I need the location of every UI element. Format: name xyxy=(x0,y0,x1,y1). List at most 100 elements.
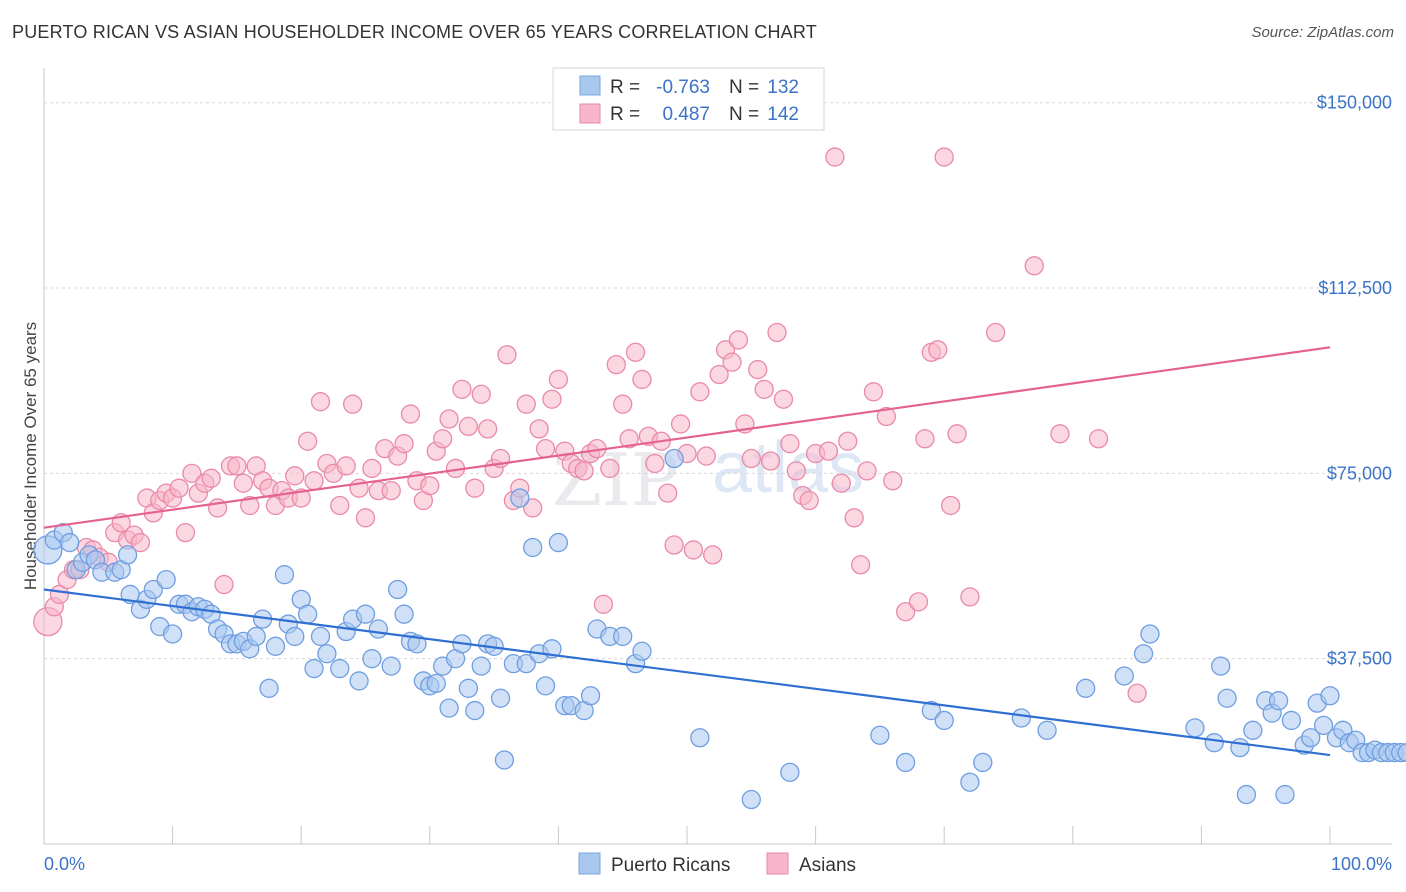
puerto-rican-point xyxy=(465,700,485,721)
asian-point xyxy=(535,438,556,459)
puerto-rican-point xyxy=(870,725,890,745)
asian-point xyxy=(664,535,684,555)
asian-point xyxy=(130,532,151,553)
asian-point xyxy=(754,379,774,399)
x-tick-label-min: 0.0% xyxy=(44,854,85,874)
puerto-rican-point xyxy=(355,604,376,624)
asian-point xyxy=(825,147,845,167)
puerto-rican-point xyxy=(274,565,295,585)
puerto-rican-point xyxy=(381,656,401,676)
asian-point xyxy=(606,354,626,375)
asian-point xyxy=(625,342,646,362)
puerto-rican-point xyxy=(310,626,331,647)
asian-point xyxy=(240,495,260,516)
asian-point xyxy=(439,409,459,429)
puerto-rican-point xyxy=(1133,644,1154,664)
asian-point xyxy=(1127,683,1147,703)
asian-point xyxy=(683,540,704,560)
puerto-rican-point xyxy=(1037,720,1057,740)
asian-point xyxy=(895,602,916,622)
puerto-rican-points xyxy=(33,448,1406,810)
asian-point xyxy=(947,424,967,444)
puerto-rican-point xyxy=(494,750,515,770)
series-legend-swatch-blue xyxy=(578,852,601,875)
puerto-rican-point xyxy=(349,671,369,691)
puerto-rican-point xyxy=(973,752,993,773)
asian-point xyxy=(381,481,401,501)
puerto-rican-point xyxy=(117,545,138,565)
asian-point xyxy=(786,461,806,481)
puerto-rican-point xyxy=(490,688,511,708)
puerto-rican-point xyxy=(1011,708,1032,728)
puerto-rican-point xyxy=(407,634,427,654)
puerto-rican-point xyxy=(265,636,286,656)
asian-point xyxy=(670,414,691,434)
puerto-rican-point xyxy=(1320,686,1340,706)
legend-r-value-1: -0.763 xyxy=(656,77,710,98)
asian-point xyxy=(214,574,234,595)
puerto-rican-point xyxy=(458,678,479,698)
x-ticks xyxy=(43,826,1331,844)
legend-swatch-blue xyxy=(579,75,601,96)
asian-point xyxy=(703,545,723,565)
y-tick-label: $112,500 xyxy=(1318,278,1392,298)
y-axis-title: Householder Income Over 65 years xyxy=(21,322,40,590)
puerto-rican-point xyxy=(516,653,536,674)
asian-point xyxy=(516,394,536,414)
puerto-rican-point xyxy=(960,772,980,792)
puerto-rican-point xyxy=(1230,737,1250,758)
puerto-rican-point xyxy=(1313,715,1334,736)
asian-point xyxy=(1088,429,1109,449)
puerto-rican-point xyxy=(741,789,761,810)
asian-point xyxy=(838,431,858,451)
asian-point xyxy=(1024,256,1044,276)
puerto-rican-point xyxy=(304,658,324,679)
asian-point xyxy=(780,434,800,454)
asian-point xyxy=(876,406,896,427)
puerto-rican-trend-line xyxy=(43,588,1331,757)
puerto-rican-point xyxy=(1397,742,1406,763)
asian-point xyxy=(863,382,884,402)
legend-n-label-1: N = xyxy=(729,77,759,98)
puerto-rican-point xyxy=(1076,678,1096,698)
asian-point xyxy=(362,458,382,479)
puerto-rican-point xyxy=(535,676,556,696)
asian-point xyxy=(940,495,961,516)
asian-point xyxy=(304,471,324,491)
asian-point xyxy=(523,498,543,518)
legend-n-value-2: 142 xyxy=(767,104,799,125)
y-tick-labels: $37,500 $75,000 $112,500 $150,000 xyxy=(1317,93,1392,669)
puerto-rican-point xyxy=(1204,733,1224,753)
asian-point xyxy=(696,446,716,466)
asian-point xyxy=(844,508,864,528)
asian-point xyxy=(728,330,749,350)
asian-point xyxy=(336,456,356,476)
puerto-rican-point xyxy=(1275,784,1295,805)
puerto-rican-point xyxy=(60,532,80,553)
asian-point xyxy=(201,468,221,488)
asian-point xyxy=(690,382,710,402)
chart-title: PUERTO RICAN VS ASIAN HOUSEHOLDER INCOME… xyxy=(12,22,817,42)
puerto-rican-point xyxy=(664,448,684,469)
asian-point xyxy=(709,364,729,385)
asian-point xyxy=(297,431,318,451)
asian-point xyxy=(452,379,472,399)
legend-r-label-1: R = xyxy=(610,77,640,98)
asian-point xyxy=(915,429,935,449)
puerto-rican-point xyxy=(387,579,408,600)
asian-point xyxy=(632,369,652,390)
asian-point xyxy=(542,389,562,409)
puerto-rican-point xyxy=(368,619,389,639)
puerto-rican-point xyxy=(426,673,446,694)
puerto-rican-point xyxy=(613,626,633,647)
asian-points xyxy=(33,147,1147,703)
asian-point xyxy=(908,592,929,612)
asian-point xyxy=(394,434,414,454)
asian-point xyxy=(529,419,549,439)
asian-point xyxy=(465,478,485,498)
puerto-rican-point xyxy=(285,626,305,647)
puerto-rican-point xyxy=(143,579,163,600)
series-legend-swatch-pink xyxy=(766,852,789,875)
asian-point xyxy=(1050,424,1070,444)
